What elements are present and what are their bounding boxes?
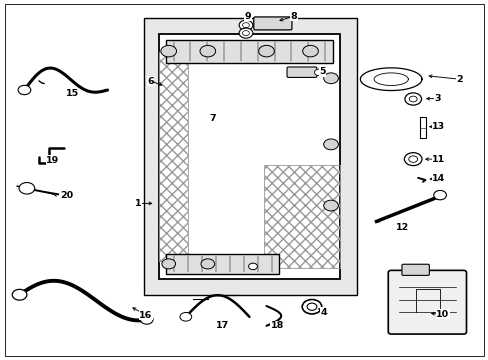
Circle shape bbox=[404, 93, 421, 105]
Text: 3: 3 bbox=[433, 94, 440, 103]
Circle shape bbox=[162, 259, 175, 269]
Text: 8: 8 bbox=[290, 12, 297, 21]
Circle shape bbox=[323, 139, 338, 150]
Text: 17: 17 bbox=[215, 321, 229, 330]
Circle shape bbox=[306, 303, 316, 310]
Bar bbox=[419, 117, 425, 138]
Circle shape bbox=[200, 45, 215, 57]
Text: 14: 14 bbox=[431, 174, 445, 183]
Circle shape bbox=[242, 31, 249, 36]
Circle shape bbox=[19, 183, 35, 194]
Text: 4: 4 bbox=[320, 307, 327, 317]
Circle shape bbox=[408, 96, 416, 102]
Bar bbox=[166, 40, 332, 63]
Text: 15: 15 bbox=[66, 89, 79, 98]
Circle shape bbox=[239, 20, 252, 30]
Text: 5: 5 bbox=[319, 68, 325, 77]
Bar bbox=[159, 52, 188, 261]
Circle shape bbox=[161, 45, 176, 57]
Text: 2: 2 bbox=[455, 75, 462, 84]
Circle shape bbox=[323, 200, 338, 211]
Text: 10: 10 bbox=[435, 310, 448, 319]
Text: 12: 12 bbox=[395, 223, 408, 233]
FancyBboxPatch shape bbox=[401, 264, 428, 275]
FancyBboxPatch shape bbox=[286, 67, 316, 77]
Bar bbox=[159, 34, 339, 279]
Text: 19: 19 bbox=[46, 156, 60, 165]
Circle shape bbox=[323, 73, 338, 84]
Circle shape bbox=[302, 45, 318, 57]
Circle shape bbox=[242, 23, 249, 28]
FancyBboxPatch shape bbox=[387, 270, 466, 334]
Text: 20: 20 bbox=[60, 191, 73, 199]
FancyBboxPatch shape bbox=[253, 17, 291, 30]
Circle shape bbox=[18, 85, 31, 95]
Text: 7: 7 bbox=[209, 114, 216, 123]
Text: 18: 18 bbox=[270, 321, 284, 330]
Bar bbox=[166, 254, 278, 274]
Text: 16: 16 bbox=[139, 310, 152, 320]
Bar bbox=[264, 165, 339, 268]
Circle shape bbox=[201, 259, 214, 269]
Circle shape bbox=[302, 300, 321, 314]
Circle shape bbox=[248, 263, 257, 270]
Circle shape bbox=[314, 69, 323, 76]
Text: 13: 13 bbox=[431, 122, 444, 131]
Circle shape bbox=[239, 28, 252, 38]
Circle shape bbox=[12, 289, 27, 300]
Circle shape bbox=[404, 153, 421, 166]
Circle shape bbox=[433, 190, 446, 200]
Bar bbox=[144, 18, 356, 295]
Circle shape bbox=[140, 315, 153, 324]
Text: 9: 9 bbox=[244, 12, 251, 21]
Text: 1: 1 bbox=[135, 199, 142, 208]
Text: 6: 6 bbox=[147, 77, 154, 85]
Circle shape bbox=[258, 45, 274, 57]
Text: 11: 11 bbox=[431, 154, 445, 163]
Circle shape bbox=[180, 312, 191, 321]
Circle shape bbox=[408, 156, 417, 162]
